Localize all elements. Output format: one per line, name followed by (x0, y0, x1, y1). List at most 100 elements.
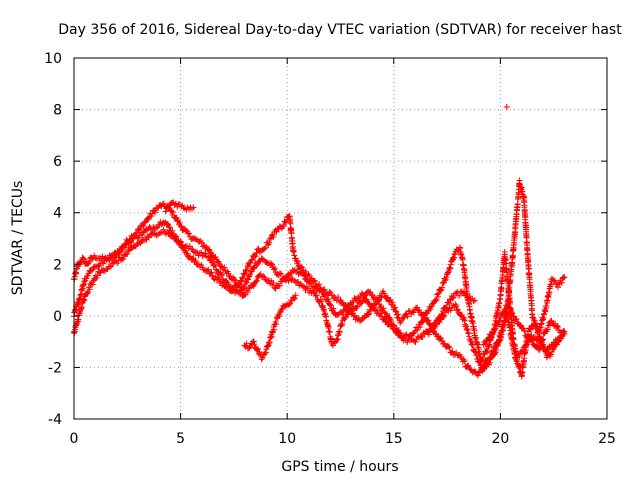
data-point (145, 234, 152, 241)
data-point (256, 348, 263, 355)
data-point (207, 249, 214, 256)
data-point (170, 209, 177, 216)
data-point (446, 300, 453, 307)
data-point (417, 323, 424, 330)
data-point (292, 292, 299, 299)
data-point (215, 259, 222, 266)
data-point (206, 253, 213, 260)
data-point (513, 357, 520, 364)
data-point (356, 318, 363, 325)
data-points (71, 103, 568, 380)
data-point (514, 201, 521, 208)
data-point (316, 281, 323, 288)
data-point (177, 238, 184, 245)
data-point (536, 345, 543, 352)
data-point (504, 311, 511, 318)
data-point (290, 248, 297, 255)
data-point (336, 328, 343, 335)
data-point (465, 296, 472, 303)
data-point (554, 323, 561, 330)
data-point (165, 205, 172, 212)
data-point (342, 314, 349, 321)
data-point (503, 103, 510, 110)
data-point (554, 284, 561, 291)
data-point (516, 365, 523, 372)
data-point (492, 349, 499, 356)
data-point (381, 309, 388, 316)
data-point (511, 313, 518, 320)
data-point (367, 289, 374, 296)
x-tick-label: 10 (278, 431, 296, 447)
data-point (243, 267, 250, 274)
data-point (259, 354, 266, 361)
data-point (424, 316, 431, 323)
data-point (80, 255, 87, 262)
data-point (529, 337, 536, 344)
data-point (214, 274, 221, 281)
data-point (489, 331, 496, 338)
data-point (412, 338, 419, 345)
data-point (414, 326, 421, 333)
data-point (361, 314, 368, 321)
data-point (445, 343, 452, 350)
data-point (368, 291, 375, 298)
data-point (472, 348, 479, 355)
data-point (152, 209, 159, 216)
data-point (354, 303, 361, 310)
data-point (190, 204, 197, 211)
data-point (482, 341, 489, 348)
data-point (538, 337, 545, 344)
data-point (276, 282, 283, 289)
data-point (208, 269, 215, 276)
data-point (433, 320, 440, 327)
y-tick-label: 0 (53, 309, 62, 325)
data-point (373, 300, 380, 307)
data-point (476, 359, 483, 366)
data-point (162, 208, 169, 215)
data-point (253, 262, 260, 269)
data-point (359, 291, 366, 298)
data-point (528, 336, 535, 343)
data-point (246, 273, 253, 280)
data-point (215, 258, 222, 265)
data-point (384, 294, 391, 301)
data-point (434, 293, 441, 300)
data-point (165, 230, 172, 237)
data-point (245, 263, 252, 270)
data-point (276, 313, 283, 320)
data-point (160, 200, 167, 207)
data-point (446, 344, 453, 351)
data-point (356, 295, 363, 302)
data-point (391, 326, 398, 333)
data-point (446, 264, 453, 271)
data-point (250, 338, 257, 345)
data-point (142, 218, 149, 225)
data-point (253, 278, 260, 285)
data-point (535, 328, 542, 335)
y-tick-label: 8 (53, 103, 62, 119)
data-point (425, 331, 432, 338)
data-point (450, 294, 457, 301)
data-point (509, 253, 516, 260)
data-point (247, 259, 254, 266)
data-point (469, 342, 476, 349)
data-point (288, 277, 295, 284)
x-tick-labels: 0 5 10 15 20 25 (70, 431, 616, 447)
data-point (512, 354, 519, 361)
data-point (280, 222, 287, 229)
data-point (488, 333, 495, 340)
data-point (294, 258, 301, 265)
data-point (205, 266, 212, 273)
data-point (532, 320, 539, 327)
data-point (270, 233, 277, 240)
data-point (238, 278, 245, 285)
data-point (353, 304, 360, 311)
data-point (199, 252, 206, 259)
data-point (400, 314, 407, 321)
data-point (291, 295, 298, 302)
data-point (383, 310, 390, 317)
data-point (196, 250, 203, 257)
data-point (469, 341, 476, 348)
data-point (544, 326, 551, 333)
data-point (456, 292, 463, 299)
